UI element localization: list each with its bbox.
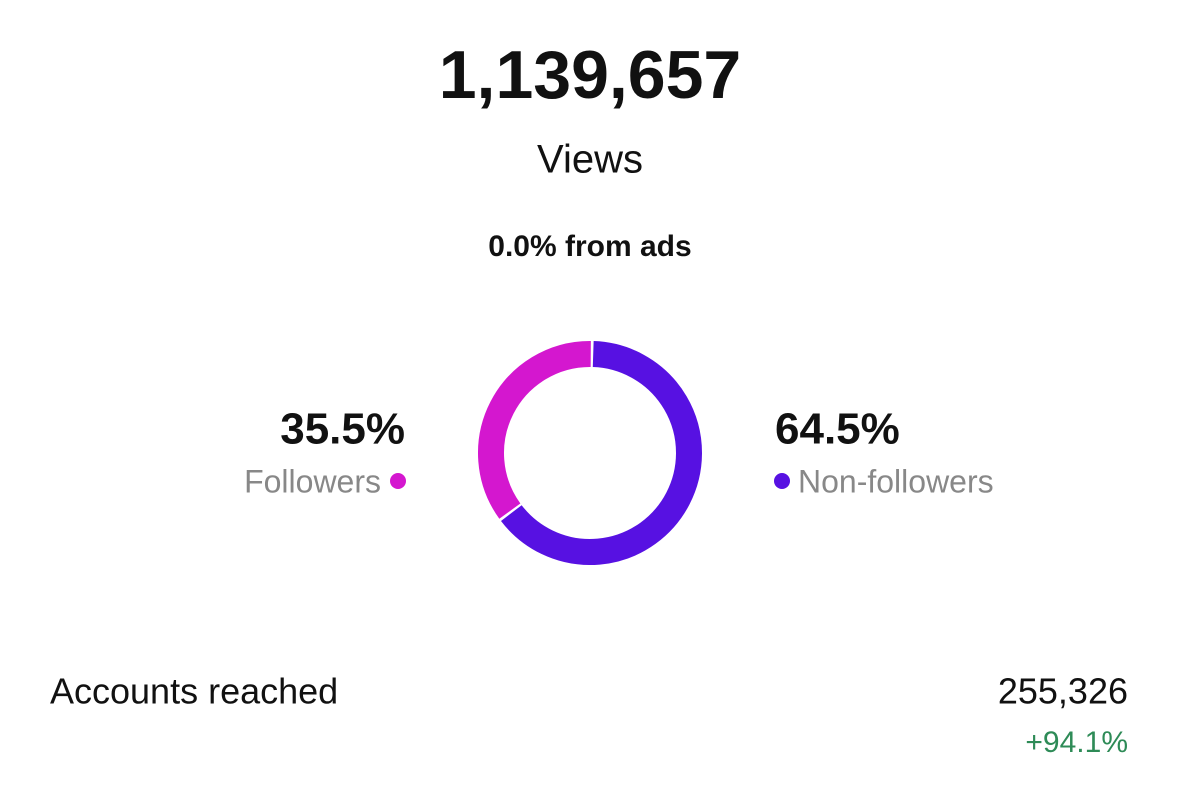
views-label: Views [537,138,643,182]
ads-share: 0.0% from ads [488,230,691,263]
donut-segment [478,341,591,519]
total-views: 1,139,657 [439,37,742,113]
non-followers-label: Non-followers [798,463,994,499]
followers-dot [390,473,406,489]
accounts-reached-change: +94.1% [1025,726,1128,759]
donut-chart [478,341,702,565]
donut-segment [501,341,702,565]
followers-label: Followers [244,463,381,499]
non-followers-percent: 64.5% [775,405,900,454]
followers-percent: 35.5% [280,405,405,454]
non-followers-dot [774,473,790,489]
accounts-reached-label: Accounts reached [50,671,338,712]
accounts-reached-value: 255,326 [998,671,1128,712]
